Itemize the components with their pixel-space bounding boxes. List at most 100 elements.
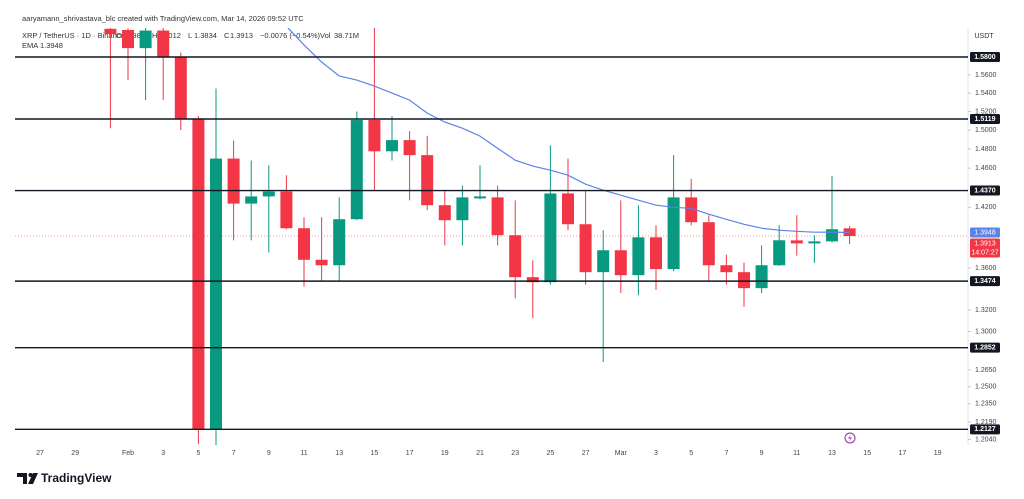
level-label: 1.3474 — [974, 278, 996, 285]
x-tick-label: 11 — [300, 450, 307, 457]
x-tick-label: 21 — [476, 450, 484, 457]
logo-slash — [28, 473, 38, 484]
candle-body — [456, 197, 469, 221]
x-tick-label: 13 — [828, 450, 836, 457]
ohlc-value: 1.3913 — [230, 31, 253, 40]
level-label-box — [970, 342, 1000, 353]
candle-body — [262, 191, 275, 197]
candle-body — [350, 120, 363, 220]
x-tick-label: 11 — [793, 450, 800, 457]
candle-body — [122, 30, 134, 49]
y-tick-label: 1.2500 — [975, 384, 997, 391]
level-label-box — [970, 114, 1000, 125]
x-tick-label: 19 — [934, 450, 942, 457]
candle-body — [597, 250, 610, 273]
candle-body — [685, 197, 698, 223]
logo-dot — [28, 473, 33, 477]
volume-label: Vol — [320, 31, 331, 40]
x-tick-label: 17 — [406, 450, 414, 457]
ema-value: 1.3948 — [40, 41, 63, 50]
x-tick-label: 23 — [511, 450, 519, 457]
symbol: XRP / TetherUS · 1D · Binance — [22, 31, 125, 40]
level-label-box — [970, 185, 1000, 196]
candle-body — [491, 197, 504, 236]
candle-body — [298, 228, 310, 260]
candle-body — [386, 140, 398, 152]
candle-body — [403, 140, 416, 156]
x-tick-label: 19 — [441, 450, 449, 457]
x-tick-label: 7 — [232, 450, 236, 457]
x-tick-label: 9 — [760, 450, 764, 457]
ohlc-value: 1.4012 — [158, 31, 181, 40]
candle-body — [509, 235, 522, 278]
y-tick-label: 1.3200 — [975, 307, 997, 314]
y-tick-label: 1.5000 — [975, 127, 997, 134]
candle-body — [421, 155, 434, 206]
candle-body — [614, 250, 627, 276]
candle-body — [720, 265, 733, 273]
brand: TradingView — [41, 471, 112, 485]
x-tick-label: 3 — [654, 450, 658, 457]
candle-body — [544, 193, 557, 283]
candle-body — [474, 196, 486, 199]
candle-body — [210, 158, 222, 430]
candle-body — [315, 259, 328, 266]
ohlc-label: C — [224, 31, 230, 40]
logo — [17, 473, 38, 484]
candle-body — [826, 229, 838, 242]
candle-body — [790, 240, 803, 244]
candle-body — [702, 222, 715, 266]
candle-body — [579, 224, 592, 273]
x-tick-label: 27 — [36, 450, 44, 457]
x-tick-label: 7 — [724, 450, 728, 457]
level-label: 1.2852 — [974, 344, 996, 351]
plot-area — [15, 28, 968, 445]
last-price-label: 1.3913 — [974, 240, 996, 247]
candle-body — [280, 191, 293, 229]
x-tick-label: 29 — [71, 450, 79, 457]
ohlc-label: O — [116, 31, 122, 40]
x-tick-label: Mar — [615, 450, 628, 457]
x-tick-label: 17 — [899, 450, 907, 457]
y-tick-label: 1.2650 — [975, 367, 997, 374]
level-label: 1.2127 — [974, 426, 996, 433]
ema-price-label: 1.3948 — [974, 229, 996, 236]
level-label-box — [970, 276, 1000, 287]
candle-body — [650, 237, 662, 270]
ema-price-box — [970, 227, 1000, 238]
candle-body — [104, 28, 117, 35]
y-tick-label: 1.2040 — [975, 436, 997, 443]
ohlc-label: H — [152, 31, 157, 40]
candle-body — [738, 272, 750, 289]
x-tick-label: 15 — [371, 450, 379, 457]
x-tick-label: 25 — [547, 450, 555, 457]
candle-body — [174, 57, 187, 120]
x-tick-label: 27 — [582, 450, 590, 457]
volume-value: 38.71M — [334, 31, 359, 40]
y-tick-label: 1.4800 — [975, 146, 997, 153]
x-tick-label: 5 — [196, 450, 200, 457]
event-icon — [848, 434, 852, 442]
candle-body — [808, 241, 821, 244]
y-tick-label: 1.2190 — [975, 419, 997, 426]
level-label: 1.4370 — [974, 187, 996, 194]
candle-body — [632, 237, 645, 276]
credit: aaryamann_shrivastava_blc created with T… — [22, 14, 304, 23]
candle-body — [333, 219, 346, 266]
candle-body — [526, 277, 539, 283]
x-tick-label: 15 — [863, 450, 871, 457]
y-tick-label: 1.3600 — [975, 265, 997, 272]
y-tick-label: 1.4200 — [975, 204, 997, 211]
x-tick-label: 3 — [161, 450, 165, 457]
level-label-box — [970, 424, 1000, 435]
x-tick-label: 13 — [335, 450, 343, 457]
candle-body — [368, 120, 381, 152]
level-label-box — [970, 52, 1000, 63]
y-tick-label: 1.5200 — [975, 108, 997, 115]
candle-body — [227, 158, 240, 204]
y-tick-label: 1.4600 — [975, 165, 997, 172]
x-tick-label: 9 — [267, 450, 271, 457]
currency: USDT — [974, 33, 994, 40]
last-price-box — [970, 238, 1000, 258]
